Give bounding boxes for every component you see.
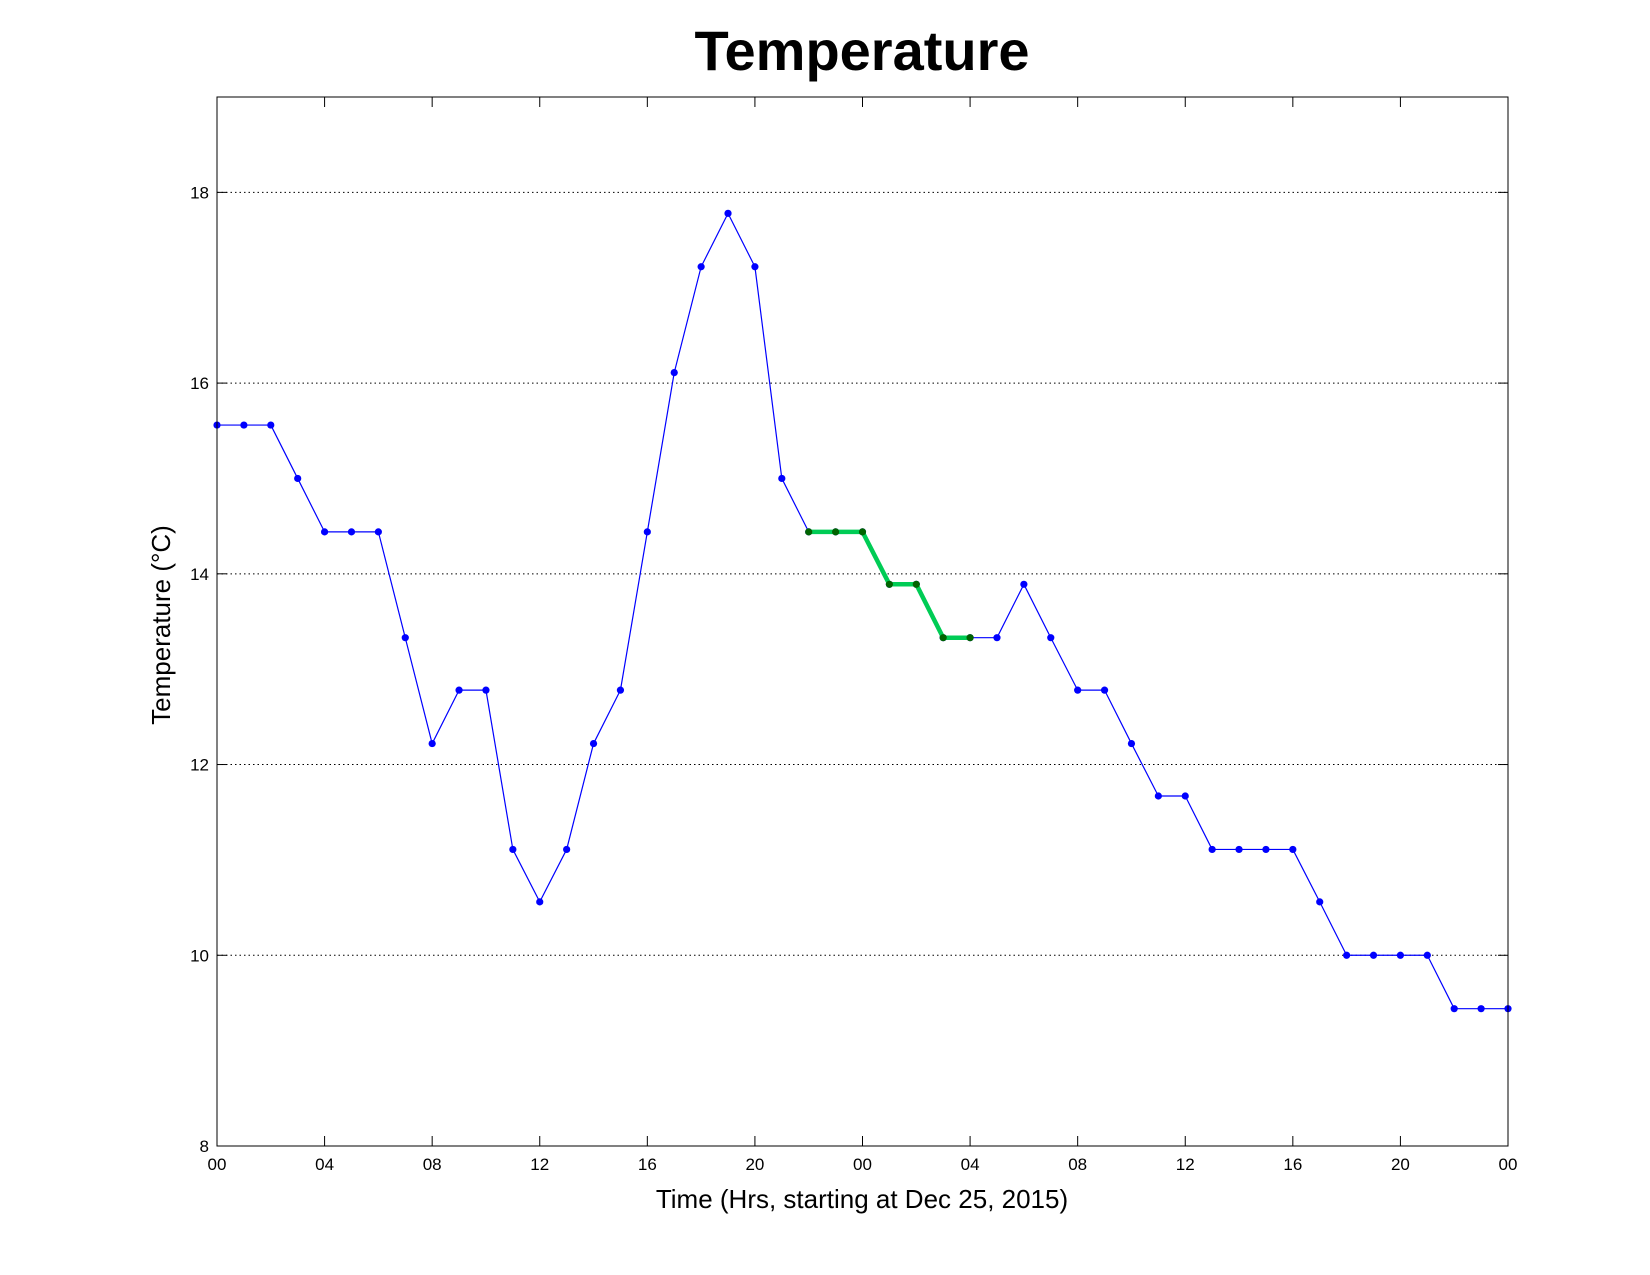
x-tick-label: 00 [853,1155,872,1174]
data-point [240,421,248,429]
highlight-point [858,528,867,536]
data-point [1020,580,1028,588]
highlight-point [939,634,947,642]
x-tick-label: 12 [1176,1155,1195,1174]
x-tick-label: 20 [1391,1155,1410,1174]
x-tick-label: 04 [315,1155,334,1174]
data-point [697,263,705,271]
data-point [1208,845,1216,854]
data-point [1074,686,1082,694]
data-point [1369,951,1378,959]
x-tick-label: 16 [1283,1155,1302,1174]
highlight-point [912,580,920,588]
y-tick-label: 10 [190,946,209,965]
data-point [1127,739,1136,748]
data-point [1396,951,1405,959]
grid-lines [217,191,1508,956]
data-point [751,263,759,271]
data-point [616,686,625,694]
y-tick-label: 18 [190,183,209,202]
data-point [267,421,275,429]
data-point [1154,792,1162,800]
data-point [643,528,651,536]
y-tick-label: 12 [190,756,209,775]
chart-title: Temperature [694,19,1029,82]
data-point [1047,634,1055,642]
plot-series [213,209,1512,1013]
data-point [1181,792,1189,800]
x-tick-label: 08 [1068,1155,1087,1174]
data-point [1423,951,1431,959]
data-point [428,739,436,748]
highlight-point [805,528,813,536]
data-point [778,474,786,483]
highlight-point [885,580,893,588]
data-point [589,739,598,748]
data-point [1343,951,1351,959]
y-tick-label: 8 [200,1137,209,1156]
data-point [993,634,1001,642]
data-point [1316,898,1324,906]
data-point [1235,845,1243,854]
data-point [1450,1005,1458,1013]
x-tick-label: 20 [745,1155,764,1174]
x-tick-label: 00 [1499,1155,1518,1174]
y-tick-label: 14 [190,565,209,584]
data-point [1289,845,1297,854]
data-point [724,209,732,217]
data-point [401,634,409,642]
data-point [536,898,544,906]
highlight-point [966,634,974,642]
temperature-line [217,212,1508,1010]
data-point [347,528,356,536]
x-tick-label: 12 [530,1155,549,1174]
data-point [320,528,329,536]
data-point [563,845,571,854]
x-tick-label: 08 [423,1155,442,1174]
data-point [670,369,678,377]
plot-frame [216,96,1509,1147]
x-tick-label: 16 [638,1155,657,1174]
data-point [1100,686,1109,694]
x-axis-label: Time (Hrs, starting at Dec 25, 2015) [656,1184,1068,1214]
highlight-point [832,528,840,536]
data-point [455,686,463,694]
data-point [1262,845,1270,854]
data-point [509,845,517,854]
data-point [482,686,490,694]
x-tick-label: 04 [961,1155,980,1174]
y-tick-label: 16 [190,374,209,393]
y-axis-label: Temperature (°C) [146,525,176,725]
data-point [1477,1005,1485,1013]
data-point [294,474,302,483]
x-tick-label: 00 [208,1155,227,1174]
data-point [374,528,382,536]
